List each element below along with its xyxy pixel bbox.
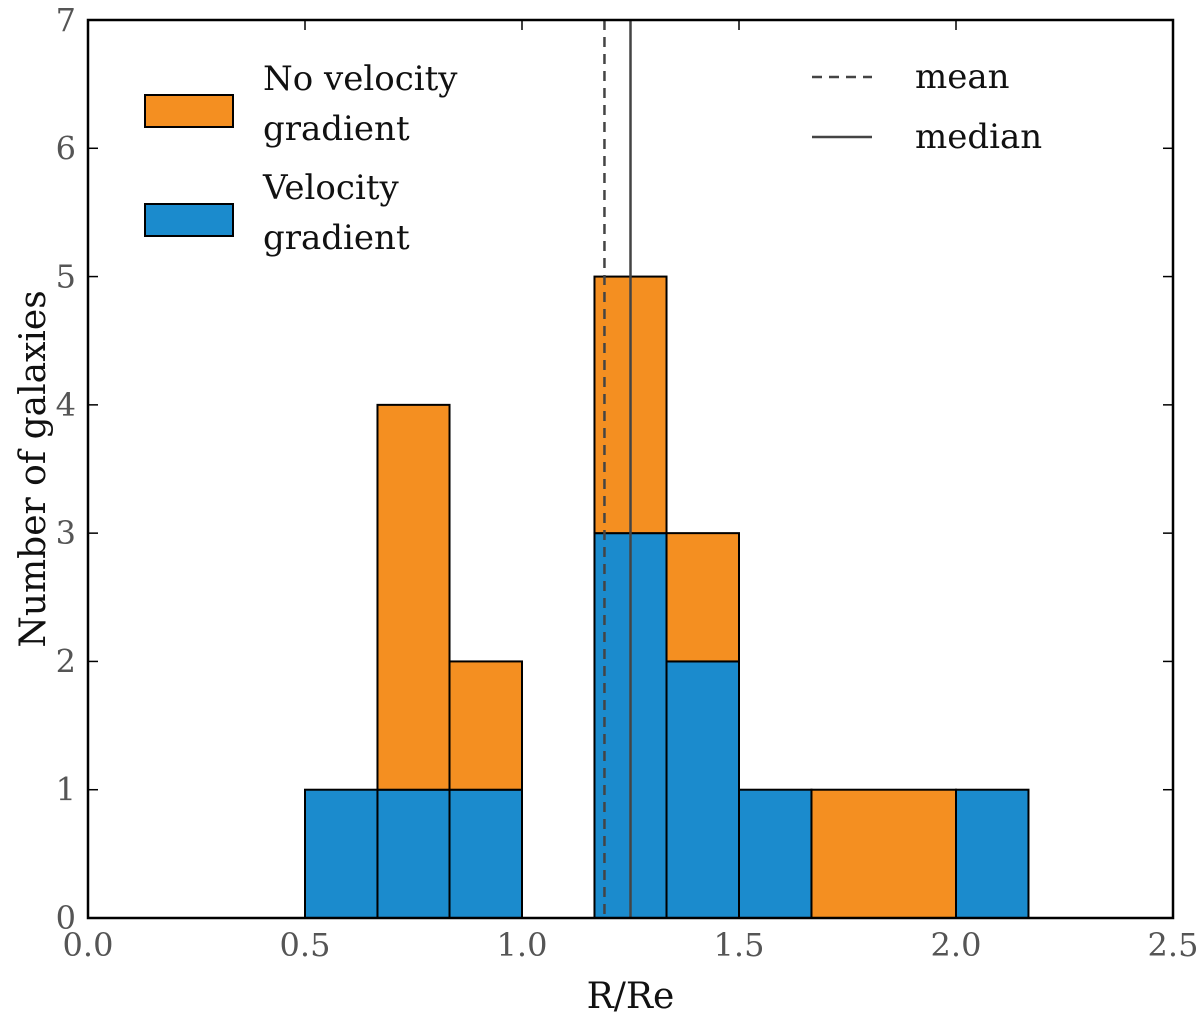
y-tick-label: 6 [56,129,76,167]
legend-label-mean: mean [915,57,1010,97]
legend-swatch-no-velocity-gradient [144,94,234,128]
y-tick-label: 2 [56,642,76,680]
bar-velocity-gradient-6 [955,788,1030,920]
y-tick-label: 7 [56,1,76,39]
x-tick-label: 0.0 [63,926,114,964]
bar-velocity-gradient-1 [376,788,451,920]
bar-velocity-gradient-5 [738,788,813,920]
legend-label: gradient [263,218,410,258]
x-axis-title: R/Re [587,976,675,1017]
legend-reference-lines: mean median [812,57,1042,157]
legend-series: No velocity gradient Velocity gradient [144,59,458,258]
bar-no-velocity-gradient-4 [810,788,958,920]
legend-label: gradient [263,109,410,149]
plot-frame [86,18,1175,920]
legend-label: Velocity [262,168,399,208]
legend-swatch-velocity-gradient [144,203,234,237]
y-tick-label: 5 [56,258,76,296]
bars-layer [304,275,1030,920]
legend-label: No velocity [263,59,458,99]
x-tick-label: 0.5 [280,926,331,964]
legend-label-median: median [915,117,1042,157]
y-tick-label: 1 [56,771,76,809]
y-tick-label: 4 [56,386,76,424]
x-tick-label: 1.0 [497,926,548,964]
bar-velocity-gradient-4 [665,660,740,920]
y-axis-title: Number of galaxies [13,290,54,647]
bar-no-velocity-gradient-3 [665,532,740,663]
bar-no-velocity-gradient-1 [448,660,523,791]
x-tick-label: 2.0 [931,926,982,964]
bar-no-velocity-gradient-0 [376,403,451,791]
x-tick-label: 1.5 [714,926,765,964]
ticks-layer: 0.0 0.5 1.0 1.5 2.0 2.5 0 1 2 3 4 5 6 7 [56,1,1199,964]
reference-lines-layer [603,20,632,918]
bar-velocity-gradient-0 [304,788,379,920]
y-tick-label: 0 [56,899,76,937]
x-tick-label: 2.5 [1148,926,1199,964]
y-tick-label: 3 [56,514,76,552]
bar-velocity-gradient-2 [448,788,523,920]
